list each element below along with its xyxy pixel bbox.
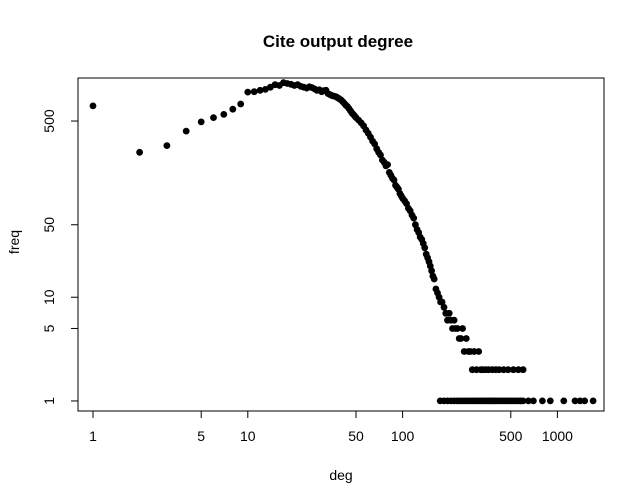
data-point	[515, 366, 522, 374]
y-tick-label: 1	[41, 397, 57, 405]
data-point	[440, 303, 448, 311]
data-point	[229, 105, 237, 113]
data-point	[560, 397, 568, 405]
y-axis: 1 5 10 50 500	[41, 109, 79, 405]
data-point	[459, 325, 466, 332]
data-point	[454, 325, 461, 332]
x-axis-label: deg	[329, 467, 352, 483]
y-tick-label: 10	[41, 289, 57, 305]
data-point	[410, 214, 418, 222]
plot-frame	[77, 77, 605, 412]
data-point	[510, 366, 517, 374]
data-point	[519, 397, 527, 405]
x-tick-label: 500	[499, 428, 523, 444]
data-point	[384, 161, 391, 169]
x-tick-label: 1000	[542, 428, 573, 444]
data-point	[237, 100, 245, 108]
data-point	[430, 275, 438, 283]
data-point	[546, 397, 554, 405]
data-point	[571, 397, 579, 405]
data-point	[539, 397, 546, 405]
x-tick-label: 100	[391, 428, 415, 444]
data-point	[220, 111, 228, 118]
chart-title: Cite output degree	[263, 32, 413, 51]
x-axis: 1 5 10 50 100 500 1000	[89, 410, 573, 444]
data-point	[525, 397, 532, 405]
data-point	[576, 397, 584, 405]
data-point	[89, 102, 97, 110]
data-point	[244, 88, 252, 96]
data-point	[581, 397, 589, 405]
data-point	[197, 118, 205, 126]
data-point	[438, 298, 446, 306]
x-tick-label: 1	[89, 428, 97, 444]
data-point	[390, 176, 398, 184]
data-point	[163, 142, 171, 150]
y-tick-label: 500	[41, 109, 57, 133]
data-point	[462, 335, 470, 342]
data-point	[256, 86, 264, 94]
x-tick-label: 5	[197, 428, 205, 444]
x-tick-label: 50	[348, 428, 364, 444]
data-point	[504, 366, 512, 374]
data-point	[530, 397, 537, 405]
data-point	[428, 267, 435, 275]
y-axis-label: freq	[6, 230, 22, 254]
data-point	[519, 366, 527, 374]
data-point	[589, 397, 597, 405]
data-point	[450, 316, 458, 324]
data-point	[421, 244, 429, 252]
data-point	[182, 127, 190, 135]
data-point	[445, 309, 453, 317]
data-point	[475, 348, 483, 355]
x-tick-label: 10	[240, 428, 256, 444]
data-point	[377, 151, 384, 159]
data-points	[89, 79, 597, 405]
y-tick-label: 5	[41, 324, 57, 332]
y-tick-label: 50	[41, 217, 57, 233]
data-point	[210, 114, 217, 121]
data-point	[250, 88, 258, 96]
data-point	[136, 148, 144, 156]
data-point	[457, 335, 465, 342]
